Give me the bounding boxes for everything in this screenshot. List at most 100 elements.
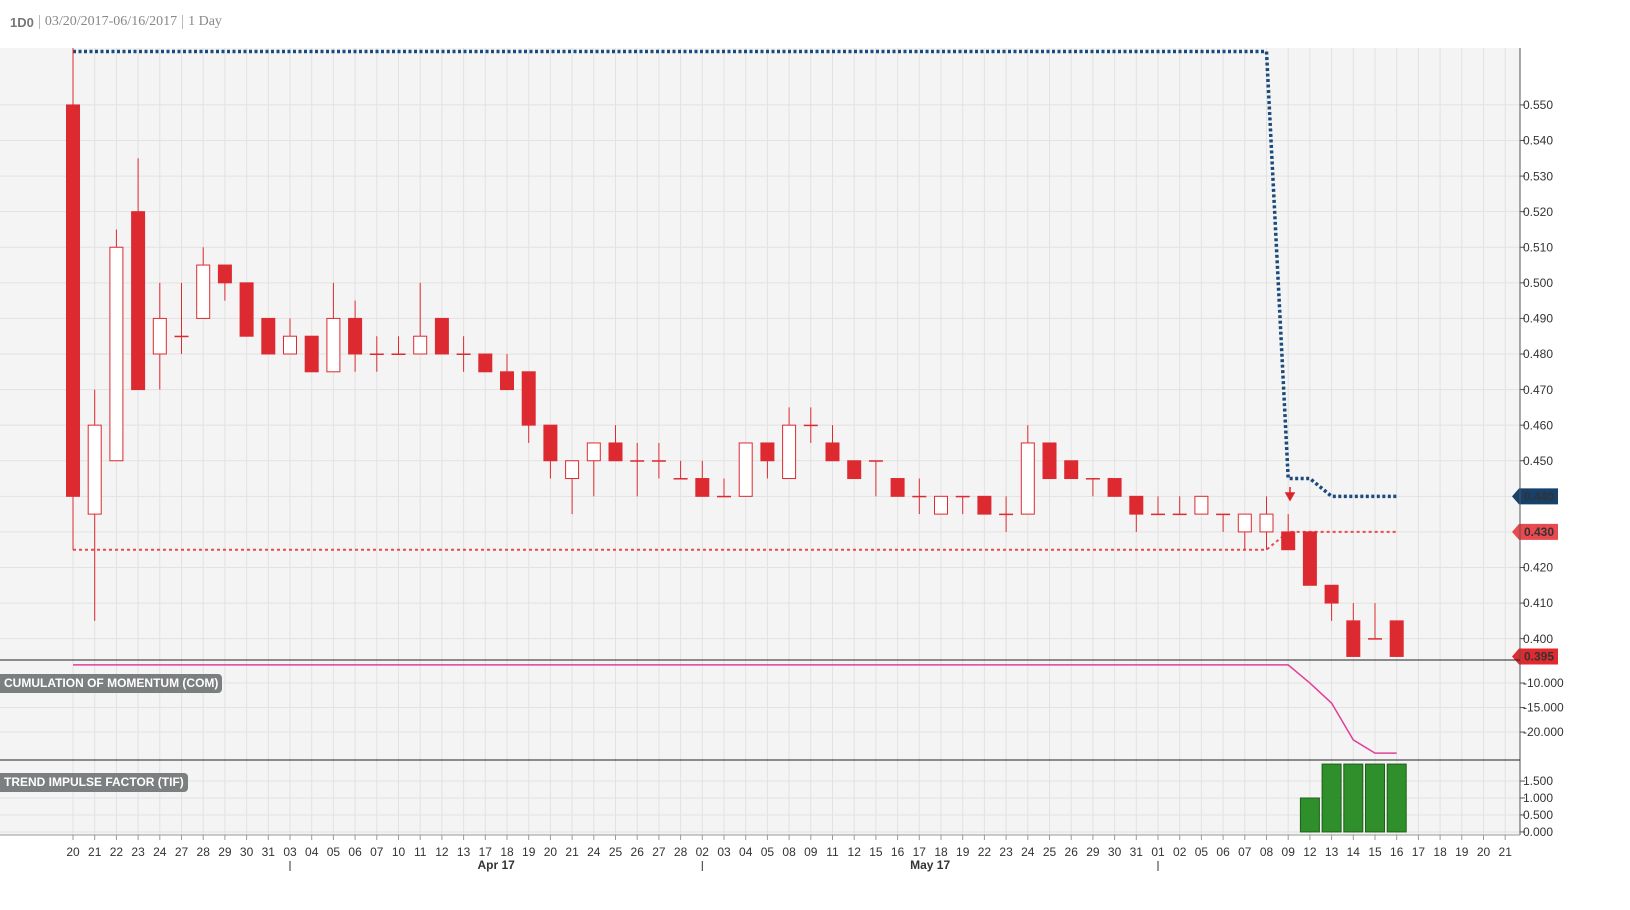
candle-body <box>912 495 927 498</box>
x-tick-label: 28 <box>674 845 688 859</box>
x-tick-label: 06 <box>348 845 362 859</box>
x-tick-label: 19 <box>956 845 970 859</box>
x-tick-label: 20 <box>66 845 80 859</box>
candle-body <box>1368 638 1382 640</box>
candle-body <box>391 353 406 355</box>
candle-body <box>478 353 493 373</box>
x-tick-label: 09 <box>1282 845 1296 859</box>
candle-body <box>283 335 297 355</box>
candle-body <box>1172 513 1187 516</box>
x-tick-label: 25 <box>1043 845 1057 859</box>
y-tick-label: 0.500 <box>1523 276 1553 290</box>
x-tick-label: 18 <box>1433 845 1447 859</box>
candle-body <box>217 264 232 284</box>
candle-body <box>1107 478 1122 497</box>
candle-body <box>803 424 818 427</box>
x-tick-label: 17 <box>479 845 493 859</box>
price-tag <box>1512 648 1558 665</box>
x-tick-label: 12 <box>848 845 862 859</box>
x-tick-label: 19 <box>522 845 536 859</box>
candle-body <box>109 246 124 462</box>
candle-body <box>239 282 254 337</box>
candle-body <box>608 442 623 462</box>
indicator-bar <box>1365 763 1385 833</box>
x-tick-label: 23 <box>999 845 1013 859</box>
x-tick-label: 02 <box>1173 845 1187 859</box>
candle-body <box>1346 620 1361 657</box>
x-tick-label: 21 <box>565 845 579 859</box>
x-tick-label: 23 <box>131 845 145 859</box>
y-tick-label: 0.420 <box>1523 561 1553 575</box>
candle-body <box>955 495 970 498</box>
candle-body <box>152 317 167 355</box>
y-tick-label: 0.450 <box>1523 454 1553 468</box>
x-tick-label: 30 <box>1108 845 1122 859</box>
x-tick-label: 13 <box>1325 845 1339 859</box>
candle-body <box>760 442 775 462</box>
x-tick-label: 22 <box>110 845 124 859</box>
candle-body <box>348 317 363 355</box>
candle-body <box>1281 531 1296 551</box>
x-tick-label: 20 <box>1477 845 1491 859</box>
header: 1D0 03/20/2017-06/16/2017 1 Day <box>10 14 222 30</box>
x-tick-label: 03 <box>717 845 731 859</box>
candle-body <box>695 478 710 497</box>
plot-background <box>0 48 1520 835</box>
candle-body <box>847 460 862 480</box>
candle-body <box>413 335 428 355</box>
x-tick-label: 24 <box>587 845 601 859</box>
x-tick-label: 16 <box>1390 845 1404 859</box>
candle-body <box>1064 460 1079 480</box>
candle-body <box>586 442 601 462</box>
x-tick-label: 07 <box>1238 845 1252 859</box>
candle-body <box>1324 584 1339 604</box>
x-tick-label: 12 <box>435 845 449 859</box>
panel-title: TREND IMPULSE FACTOR (TIF) <box>0 773 188 792</box>
x-tick-label: 03 <box>283 845 297 859</box>
x-tick-label: 27 <box>652 845 666 859</box>
x-tick-label: 29 <box>1086 845 1100 859</box>
price-tag-label: 0.440 <box>1524 489 1554 503</box>
date-range: 03/20/2017-06/16/2017 <box>44 14 178 29</box>
candle-body <box>673 478 688 480</box>
separator <box>182 15 184 29</box>
x-tick-label: 01 <box>1151 845 1165 859</box>
stop-line <box>73 49 1397 499</box>
candle-body <box>825 442 840 462</box>
y-tick-label: 1.500 <box>1523 774 1553 788</box>
candle-body <box>890 478 905 497</box>
x-tick-label: 28 <box>197 845 211 859</box>
x-tick-label: 08 <box>782 845 796 859</box>
x-tick-label: 20 <box>544 845 558 859</box>
y-tick-label: 0.000 <box>1523 825 1553 839</box>
indicator-bar <box>1343 763 1364 833</box>
price-tag-label: 0.395 <box>1524 650 1554 664</box>
x-tick-label: 21 <box>88 845 102 859</box>
month-label: Apr 17 <box>477 858 515 872</box>
candle-body <box>782 424 797 480</box>
candle-body <box>196 264 211 319</box>
candle-body <box>977 495 992 515</box>
y-tick-label: 0.480 <box>1523 347 1553 361</box>
candle-body <box>66 104 80 497</box>
x-tick-label: 09 <box>804 845 818 859</box>
y-tick-label: 0.400 <box>1523 632 1553 646</box>
x-tick-label: 12 <box>1303 845 1317 859</box>
candle-body <box>326 317 341 373</box>
x-tick-label: 10 <box>392 845 406 859</box>
y-tick-label: 0.410 <box>1523 596 1553 610</box>
x-tick-label: 31 <box>262 845 276 859</box>
x-tick-label: 26 <box>631 845 645 859</box>
x-tick-label: 08 <box>1260 845 1274 859</box>
candle-body <box>1042 442 1057 480</box>
x-tick-label: 13 <box>457 845 471 859</box>
candle-body <box>630 460 645 462</box>
x-tick-label: 11 <box>826 845 839 859</box>
candle-body <box>1259 513 1274 533</box>
candle-body <box>434 317 449 355</box>
candle-body <box>1216 513 1231 516</box>
candle-body <box>565 460 580 480</box>
x-tick-label: 05 <box>1195 845 1209 859</box>
